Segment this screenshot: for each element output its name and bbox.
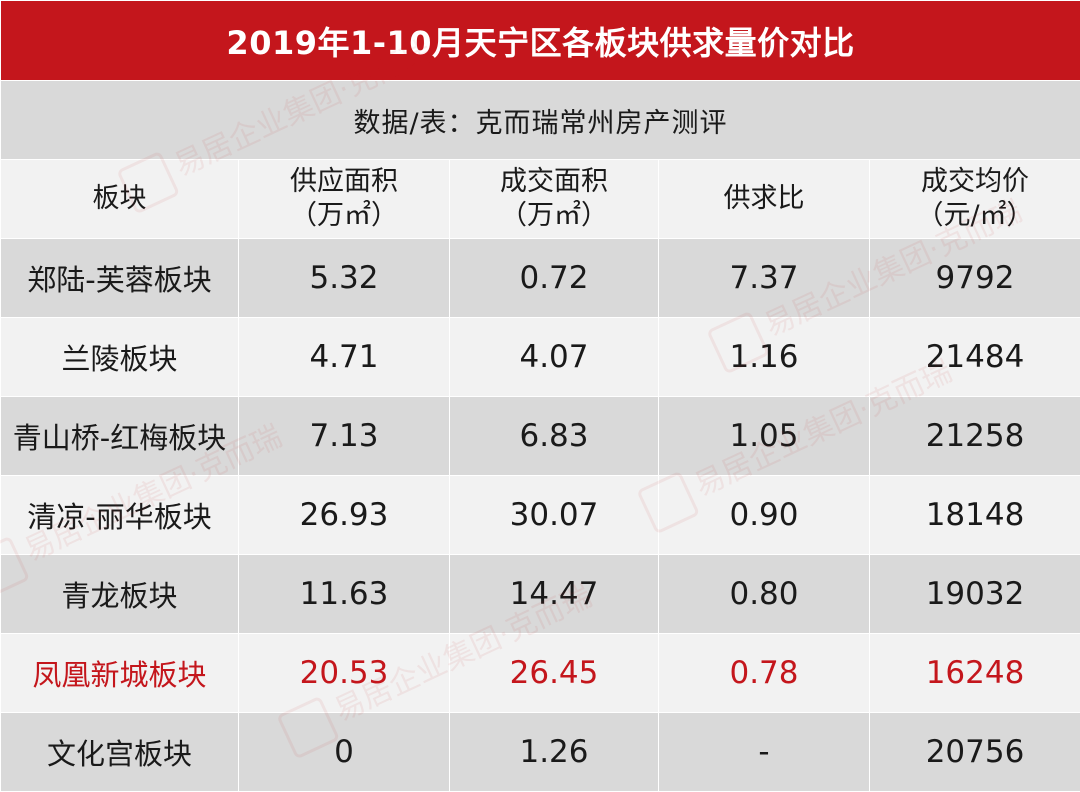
- cell-sector: 凤凰新城板块: [1, 634, 239, 713]
- column-header-sector: 板块: [1, 160, 239, 239]
- cell-ratio: 0.78: [659, 634, 870, 713]
- header-line: 供应面积: [239, 165, 449, 199]
- cell-supply: 0: [239, 713, 450, 792]
- cell-deal: 26.45: [450, 634, 659, 713]
- header-line: 成交均价: [870, 165, 1080, 199]
- cell-deal: 0.72: [450, 239, 659, 318]
- column-header-supply-area: 供应面积 （万㎡）: [239, 160, 450, 239]
- table-title: 2019年1-10月天宁区各板块供求量价对比: [1, 1, 1080, 81]
- cell-sector: 清凉-丽华板块: [1, 476, 239, 555]
- cell-deal: 14.47: [450, 555, 659, 634]
- header-unit: （万㎡）: [239, 199, 449, 233]
- cell-ratio: -: [659, 713, 870, 792]
- cell-price: 21258: [870, 397, 1080, 476]
- cell-deal: 6.83: [450, 397, 659, 476]
- data-source: 数据/表：克而瑞常州房产测评: [1, 81, 1080, 160]
- cell-deal: 4.07: [450, 318, 659, 397]
- cell-sector: 文化宫板块: [1, 713, 239, 792]
- table-row: 青山桥-红梅板块 7.13 6.83 1.05 21258: [1, 397, 1080, 476]
- header-unit: （元/㎡）: [870, 199, 1080, 233]
- cell-price: 16248: [870, 634, 1080, 713]
- cell-price: 9792: [870, 239, 1080, 318]
- cell-sector: 兰陵板块: [1, 318, 239, 397]
- table-row: 郑陆-芙蓉板块 5.32 0.72 7.37 9792: [1, 239, 1080, 318]
- cell-price: 18148: [870, 476, 1080, 555]
- cell-price: 21484: [870, 318, 1080, 397]
- cell-supply: 26.93: [239, 476, 450, 555]
- cell-ratio: 0.80: [659, 555, 870, 634]
- column-header-ratio: 供求比: [659, 160, 870, 239]
- cell-deal: 30.07: [450, 476, 659, 555]
- header-line: 板块: [1, 182, 238, 216]
- cell-supply: 4.71: [239, 318, 450, 397]
- cell-supply: 20.53: [239, 634, 450, 713]
- table-row-highlighted: 凤凰新城板块 20.53 26.45 0.78 16248: [1, 634, 1080, 713]
- cell-ratio: 1.05: [659, 397, 870, 476]
- header-row: 板块 供应面积 （万㎡） 成交面积 （万㎡） 供求比 成交均价 （元/㎡）: [1, 160, 1080, 239]
- cell-sector: 郑陆-芙蓉板块: [1, 239, 239, 318]
- table-row: 清凉-丽华板块 26.93 30.07 0.90 18148: [1, 476, 1080, 555]
- table-row: 青龙板块 11.63 14.47 0.80 19032: [1, 555, 1080, 634]
- cell-ratio: 7.37: [659, 239, 870, 318]
- cell-ratio: 1.16: [659, 318, 870, 397]
- cell-sector: 青山桥-红梅板块: [1, 397, 239, 476]
- cell-price: 19032: [870, 555, 1080, 634]
- cell-deal: 1.26: [450, 713, 659, 792]
- table-row: 兰陵板块 4.71 4.07 1.16 21484: [1, 318, 1080, 397]
- cell-supply: 11.63: [239, 555, 450, 634]
- cell-price: 20756: [870, 713, 1080, 792]
- title-row: 2019年1-10月天宁区各板块供求量价对比: [1, 1, 1080, 81]
- cell-supply: 7.13: [239, 397, 450, 476]
- source-row: 数据/表：克而瑞常州房产测评: [1, 81, 1080, 160]
- header-line: 成交面积: [450, 165, 658, 199]
- cell-sector: 青龙板块: [1, 555, 239, 634]
- cell-supply: 5.32: [239, 239, 450, 318]
- column-header-deal-area: 成交面积 （万㎡）: [450, 160, 659, 239]
- cell-ratio: 0.90: [659, 476, 870, 555]
- table-row: 文化宫板块 0 1.26 - 20756: [1, 713, 1080, 792]
- header-unit: （万㎡）: [450, 199, 658, 233]
- header-line: 供求比: [659, 182, 869, 216]
- column-header-avg-price: 成交均价 （元/㎡）: [870, 160, 1080, 239]
